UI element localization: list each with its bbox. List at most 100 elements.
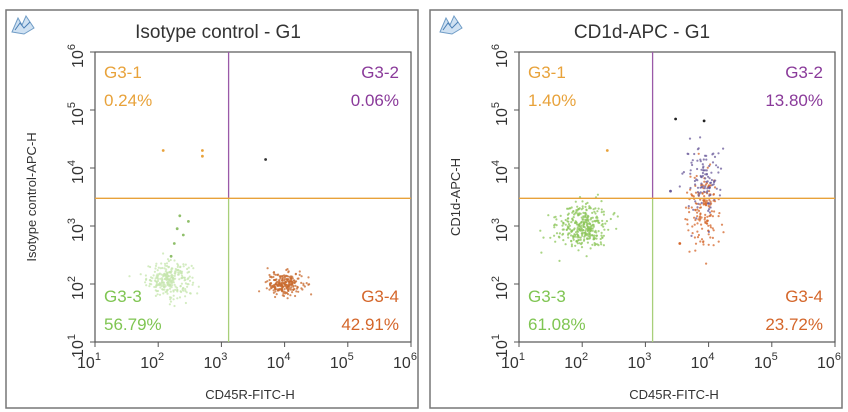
quadrant-percent: 1.40% — [528, 91, 576, 110]
event-dot — [597, 207, 600, 210]
event-dot — [272, 291, 275, 294]
x-tick-exponent: 4 — [284, 351, 290, 363]
event-dot — [708, 184, 711, 187]
event-dot — [704, 213, 707, 216]
event-dot — [168, 303, 171, 306]
event-dot — [572, 228, 576, 231]
y-axis-label: CD1d-APC-H — [448, 158, 463, 236]
event-dot — [687, 205, 690, 208]
event-dot — [588, 237, 591, 240]
y-tick-exponent: 5 — [66, 102, 78, 108]
event-dot — [291, 291, 294, 294]
event-dot — [714, 179, 717, 182]
event-dot — [265, 287, 268, 290]
event-dot — [190, 264, 193, 267]
event-dot — [283, 279, 286, 282]
event-dot — [300, 275, 303, 278]
event-dot — [599, 237, 602, 241]
quadrant-name: G3-2 — [361, 63, 399, 82]
event-dot — [144, 281, 147, 284]
x-tick-exponent: 4 — [708, 351, 714, 363]
event-dot — [156, 269, 159, 272]
event-dot — [268, 283, 272, 286]
event-dot — [707, 209, 710, 212]
quadrant-percent: 56.79% — [104, 315, 162, 334]
event-dot — [584, 215, 587, 218]
event-dot — [275, 278, 278, 281]
event-dot — [268, 273, 271, 277]
outlier-dot — [669, 189, 672, 193]
event-dot — [160, 284, 163, 287]
quadrant-percent: 61.08% — [528, 315, 586, 334]
event-dot — [593, 242, 596, 245]
event-dot — [586, 237, 589, 240]
y-tick-exponent: 2 — [66, 276, 78, 282]
event-dot — [561, 233, 564, 236]
event-dot — [687, 152, 690, 156]
event-dot — [701, 192, 704, 195]
event-dot — [540, 251, 543, 254]
event-dot — [603, 228, 606, 231]
event-dot — [184, 278, 187, 281]
event-dot — [694, 242, 698, 245]
event-dot — [173, 259, 176, 262]
event-dot — [682, 171, 685, 174]
event-dot — [694, 191, 698, 194]
event-dot — [172, 281, 175, 284]
event-dot — [592, 225, 595, 228]
event-dot — [703, 200, 706, 203]
event-dot — [600, 243, 603, 246]
event-dot — [690, 206, 693, 209]
event-dot — [699, 203, 702, 206]
event-dot — [170, 274, 173, 277]
x-tick-exponent: 5 — [772, 351, 778, 363]
event-dot — [155, 275, 158, 278]
event-dot — [293, 288, 296, 291]
event-dot — [691, 163, 694, 167]
event-dot — [189, 292, 192, 295]
event-dot — [167, 275, 171, 278]
event-dot — [289, 294, 292, 297]
event-dot — [178, 296, 182, 299]
event-dot — [718, 212, 721, 215]
event-dot — [152, 274, 155, 277]
event-dot — [277, 288, 280, 291]
event-dot — [575, 209, 578, 212]
outlier-dot — [678, 242, 682, 245]
event-dot — [709, 224, 712, 227]
event-dot — [283, 274, 286, 277]
event-dot — [173, 283, 176, 286]
event-dot — [697, 233, 700, 237]
event-dot — [708, 177, 711, 180]
event-dot — [295, 280, 298, 283]
event-dot — [706, 220, 709, 223]
event-dot — [689, 172, 692, 175]
event-dot — [580, 221, 583, 224]
event-dot — [160, 277, 164, 280]
event-dot — [597, 244, 600, 247]
event-dot — [585, 209, 588, 212]
event-dot — [699, 186, 702, 189]
event-dot — [175, 286, 179, 289]
event-dot — [591, 243, 594, 246]
event-dot — [707, 202, 710, 205]
event-dot — [160, 262, 163, 265]
event-dot — [693, 179, 696, 183]
event-dot — [704, 220, 707, 223]
event-dot — [708, 214, 711, 218]
event-dot — [687, 229, 690, 232]
event-dot — [278, 278, 281, 282]
event-dot — [706, 215, 709, 218]
x-axis-label: CD45R-FITC-H — [205, 387, 295, 402]
event-dot — [712, 229, 715, 232]
event-dot — [157, 266, 160, 269]
event-dot — [148, 279, 151, 282]
event-dot — [182, 265, 185, 268]
event-dot — [275, 293, 278, 296]
event-dot — [288, 275, 291, 278]
event-dot — [699, 136, 702, 139]
event-dot — [279, 287, 282, 290]
dots-layer — [128, 149, 313, 308]
event-dot — [171, 278, 174, 282]
event-dot — [568, 232, 571, 235]
